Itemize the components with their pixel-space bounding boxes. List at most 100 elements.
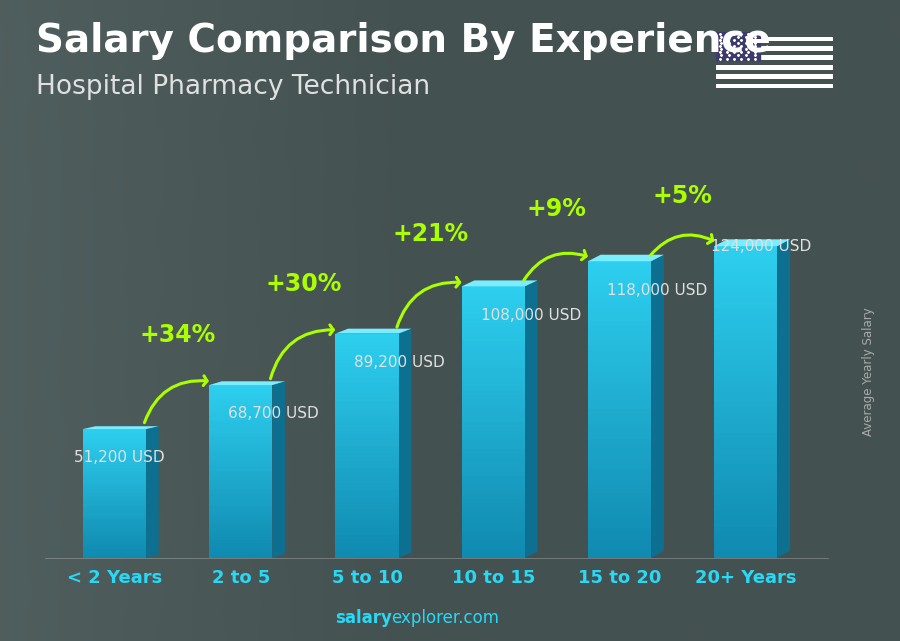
Bar xyxy=(588,335,652,340)
Bar xyxy=(588,543,652,548)
Bar xyxy=(462,318,525,322)
Bar xyxy=(83,429,146,431)
Bar xyxy=(209,428,273,431)
Text: Salary Comparison By Experience: Salary Comparison By Experience xyxy=(36,22,770,60)
Bar xyxy=(83,502,146,504)
Bar xyxy=(588,439,652,444)
Bar xyxy=(715,313,778,319)
Bar xyxy=(336,404,399,408)
Text: +34%: +34% xyxy=(140,324,216,347)
Bar xyxy=(83,448,146,451)
Bar xyxy=(209,503,273,506)
Bar xyxy=(462,467,525,472)
Bar xyxy=(715,308,778,313)
Bar xyxy=(588,306,652,311)
Bar xyxy=(336,528,399,531)
Bar xyxy=(209,448,273,451)
Bar xyxy=(462,359,525,363)
Bar xyxy=(462,381,525,386)
Bar xyxy=(336,535,399,539)
Bar xyxy=(715,365,778,370)
Bar xyxy=(336,438,399,442)
Bar xyxy=(588,301,652,306)
Bar xyxy=(588,355,652,360)
Bar xyxy=(715,537,778,542)
Bar xyxy=(588,459,652,464)
Bar xyxy=(462,436,525,440)
Bar xyxy=(336,453,399,457)
Polygon shape xyxy=(83,426,158,429)
Bar xyxy=(462,395,525,399)
Bar xyxy=(209,391,273,394)
Bar xyxy=(715,262,778,267)
Bar xyxy=(462,499,525,503)
Text: salary: salary xyxy=(335,609,392,627)
Bar xyxy=(462,408,525,413)
Bar xyxy=(715,251,778,256)
Bar xyxy=(209,532,273,535)
Bar xyxy=(83,489,146,491)
Bar xyxy=(716,32,760,60)
Bar xyxy=(336,360,399,363)
Bar xyxy=(715,526,778,532)
Bar xyxy=(462,431,525,436)
Bar xyxy=(83,453,146,454)
Bar xyxy=(83,435,146,438)
Bar xyxy=(462,540,525,544)
Bar xyxy=(336,394,399,397)
Bar xyxy=(715,283,778,288)
Bar xyxy=(715,402,778,407)
Bar xyxy=(336,386,399,390)
Bar xyxy=(588,434,652,439)
Bar xyxy=(336,427,399,431)
Bar xyxy=(336,464,399,468)
Bar xyxy=(588,271,652,276)
Bar xyxy=(588,503,652,508)
Bar xyxy=(209,408,273,411)
Bar xyxy=(715,319,778,324)
Bar xyxy=(83,556,146,558)
Bar xyxy=(462,522,525,526)
Bar xyxy=(336,487,399,490)
Bar xyxy=(462,508,525,512)
Bar xyxy=(588,513,652,518)
Bar xyxy=(462,481,525,485)
Bar xyxy=(715,278,778,283)
Bar xyxy=(336,547,399,550)
Bar xyxy=(588,523,652,528)
Bar xyxy=(209,463,273,465)
Bar xyxy=(209,509,273,512)
Text: 51,200 USD: 51,200 USD xyxy=(74,451,165,465)
Bar xyxy=(588,429,652,434)
Bar xyxy=(462,377,525,381)
Bar xyxy=(209,454,273,457)
Bar xyxy=(209,483,273,486)
Bar xyxy=(336,498,399,502)
Bar xyxy=(715,428,778,433)
Bar xyxy=(83,472,146,474)
Bar xyxy=(83,470,146,472)
Bar xyxy=(715,387,778,392)
Bar xyxy=(83,485,146,487)
Bar xyxy=(209,500,273,503)
Bar xyxy=(83,433,146,435)
Bar xyxy=(715,464,778,469)
Bar xyxy=(83,431,146,433)
Bar xyxy=(336,483,399,487)
Bar xyxy=(336,367,399,371)
Bar xyxy=(83,508,146,510)
Bar xyxy=(715,335,778,340)
Bar xyxy=(209,460,273,463)
Bar xyxy=(462,549,525,553)
Bar xyxy=(462,413,525,417)
Bar xyxy=(716,56,832,60)
Bar xyxy=(715,407,778,412)
Bar xyxy=(462,350,525,354)
Bar xyxy=(715,485,778,490)
Bar xyxy=(336,490,399,494)
Bar xyxy=(83,478,146,481)
Bar xyxy=(588,281,652,286)
Bar xyxy=(588,444,652,449)
Bar xyxy=(209,457,273,460)
Bar xyxy=(336,517,399,520)
